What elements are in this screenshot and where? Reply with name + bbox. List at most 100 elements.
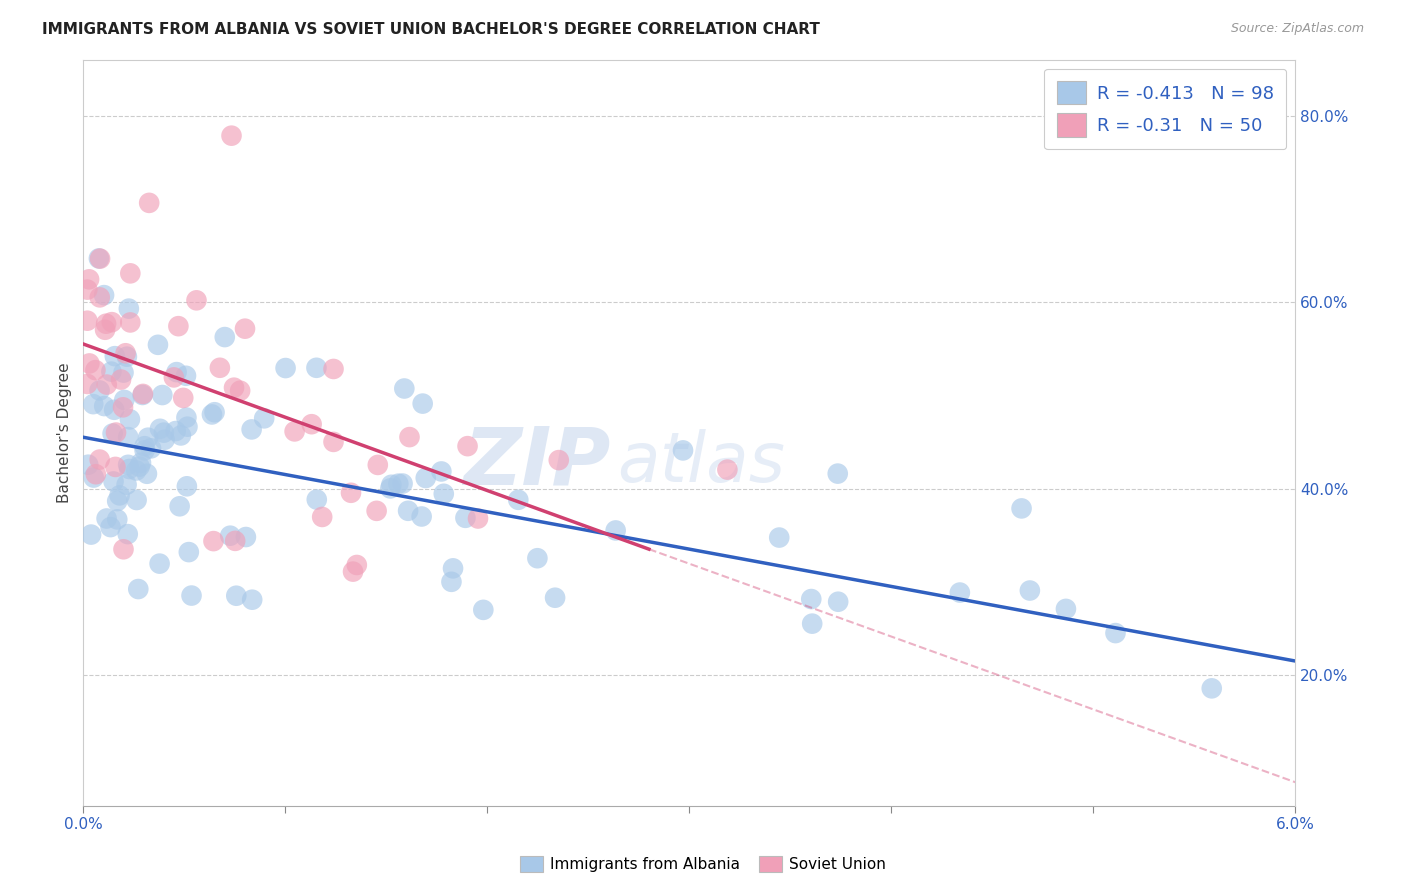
Point [112,392,135,407]
Point [411,509,433,524]
Point [391,476,413,491]
Point [204,405,226,419]
Y-axis label: Bachelor's Degree: Bachelor's Degree [58,362,72,503]
Point [105,494,128,508]
Point [76,376,98,391]
Point [396,504,419,518]
Point [96,511,118,525]
Point [366,504,388,518]
Point [134,443,156,458]
Point [457,439,479,453]
Point [342,565,364,579]
Point [166,365,188,379]
Point [440,574,463,589]
Point [172,391,194,405]
Point [84,467,107,482]
Point [120,315,142,329]
Point [105,512,128,526]
Point [127,582,149,596]
Point [117,527,139,541]
Point [150,388,173,402]
Point [208,360,231,375]
Point [103,402,125,417]
Point [77,272,100,286]
Point [1011,501,1033,516]
Point [1104,626,1126,640]
Point [380,477,402,491]
Point [467,511,489,525]
Point [177,545,200,559]
Point [412,396,434,410]
Point [672,443,695,458]
Point [305,360,328,375]
Text: Source: ZipAtlas.com: Source: ZipAtlas.com [1230,22,1364,36]
Point [176,419,198,434]
Point [104,349,127,363]
Point [120,266,142,280]
Point [100,520,122,534]
Point [176,479,198,493]
Point [136,467,159,481]
Point [82,397,104,411]
Point [115,350,138,364]
Point [110,373,132,387]
Point [83,470,105,484]
Point [93,399,115,413]
Point [170,428,193,442]
Point [180,589,202,603]
Point [115,477,138,491]
Point [93,288,115,302]
Point [301,417,323,432]
Point [80,527,103,541]
Point [131,388,153,402]
Point [128,459,150,474]
Point [84,363,107,377]
Point [430,465,453,479]
Point [118,462,141,476]
Point [322,434,344,449]
Point [827,595,849,609]
Point [222,381,245,395]
Point [472,603,495,617]
Point [100,365,122,379]
Point [134,439,156,453]
Point [104,459,127,474]
Point [454,511,477,525]
Point [415,471,437,485]
Legend: R = -0.413   N = 98, R = -0.31   N = 50: R = -0.413 N = 98, R = -0.31 N = 50 [1045,69,1286,149]
Point [89,452,111,467]
Point [96,377,118,392]
Point [1201,681,1223,696]
Point [112,542,135,557]
Point [112,401,135,415]
Point [101,426,124,441]
Point [146,338,169,352]
Point [87,252,110,266]
Point [163,370,186,384]
Point [138,195,160,210]
Point [367,458,389,472]
Point [103,475,125,489]
Point [129,456,152,470]
Point [322,362,344,376]
Point [240,422,263,436]
Point [125,463,148,477]
Point [118,412,141,426]
Point [253,411,276,425]
Point [526,551,548,566]
Point [202,534,225,549]
Point [441,561,464,575]
Point [229,384,252,398]
Point [139,442,162,456]
Point [117,430,139,444]
Point [176,410,198,425]
Point [827,467,849,481]
Point [233,321,256,335]
Point [235,530,257,544]
Point [398,430,420,444]
Point [214,330,236,344]
Point [125,493,148,508]
Point [311,510,333,524]
Point [394,382,416,396]
Point [433,487,456,501]
